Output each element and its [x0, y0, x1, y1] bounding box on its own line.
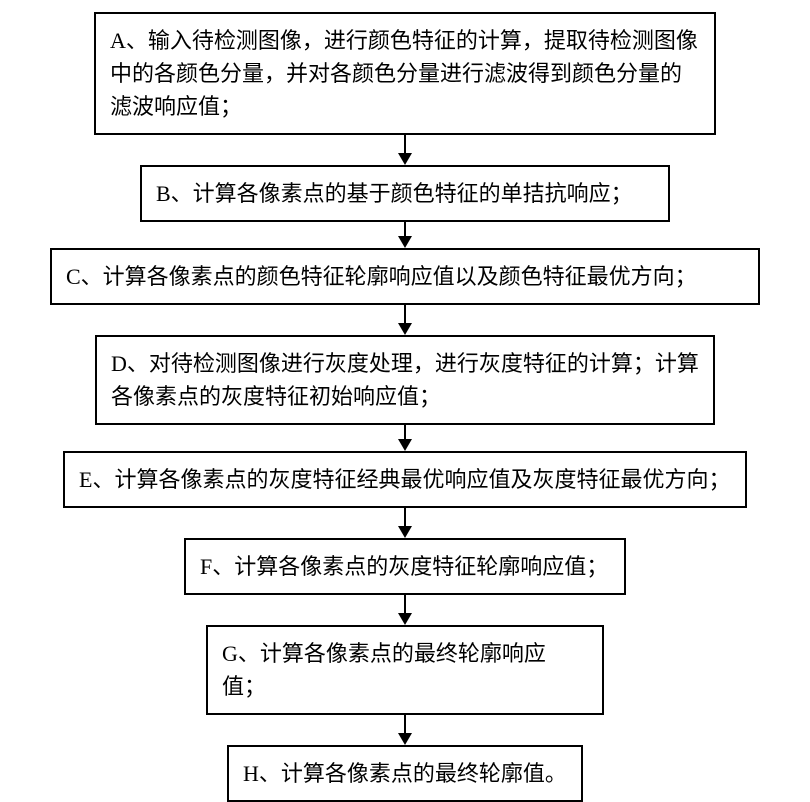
flow-node-f: F、计算各像素点的灰度特征轮廓响应值；	[184, 538, 626, 595]
flow-arrow	[398, 305, 412, 335]
flow-node-e: E、计算各像素点的灰度特征经典最优响应值及灰度特征最优方向；	[63, 451, 747, 508]
arrow-shaft	[404, 425, 406, 439]
flow-arrow	[398, 135, 412, 165]
arrow-head-icon	[398, 526, 412, 538]
flow-node-g: G、计算各像素点的最终轮廓响应值；	[206, 625, 604, 715]
flow-arrow	[398, 595, 412, 625]
arrow-head-icon	[398, 733, 412, 745]
arrow-head-icon	[398, 439, 412, 451]
flow-node-d: D、对待检测图像进行灰度处理，进行灰度特征的计算；计算各像素点的灰度特征初始响应…	[95, 335, 715, 425]
flow-node-c: C、计算各像素点的颜色特征轮廓响应值以及颜色特征最优方向；	[50, 248, 760, 305]
arrow-shaft	[404, 715, 406, 733]
arrow-shaft	[404, 305, 406, 323]
flow-node-b: B、计算各像素点的基于颜色特征的单拮抗响应；	[140, 165, 670, 222]
flow-arrow	[398, 425, 412, 451]
flow-node-h: H、计算各像素点的最终轮廓值。	[227, 745, 583, 802]
flowchart-container: A、输入待检测图像，进行颜色特征的计算，提取待检测图像中的各颜色分量，并对各颜色…	[0, 0, 810, 802]
arrow-head-icon	[398, 613, 412, 625]
arrow-head-icon	[398, 153, 412, 165]
arrow-shaft	[404, 508, 406, 526]
arrow-shaft	[404, 595, 406, 613]
flow-arrow	[398, 715, 412, 745]
arrow-shaft	[404, 135, 406, 153]
flow-arrow	[398, 222, 412, 248]
flow-arrow	[398, 508, 412, 538]
flow-node-a: A、输入待检测图像，进行颜色特征的计算，提取待检测图像中的各颜色分量，并对各颜色…	[94, 12, 716, 135]
arrow-shaft	[404, 222, 406, 236]
arrow-head-icon	[398, 236, 412, 248]
arrow-head-icon	[398, 323, 412, 335]
